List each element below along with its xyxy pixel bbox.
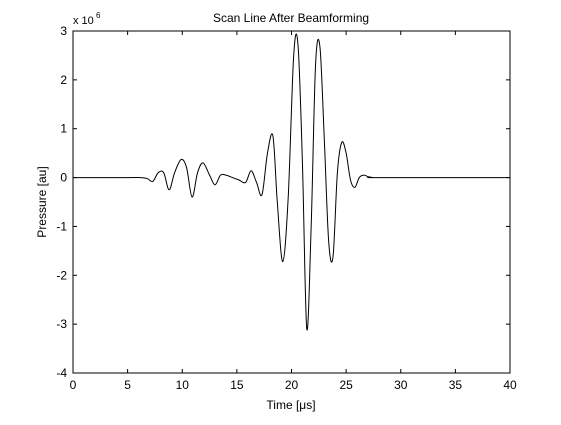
y-axis-multiplier: x 10 (73, 15, 94, 27)
x-tick-label: 10 (176, 378, 190, 392)
y-tick-label: 3 (60, 24, 67, 38)
chart-title: Scan Line After Beamforming (213, 11, 369, 25)
y-axis-ticks: 3 2 1 0 -1 -2 -3 -4 (56, 24, 510, 380)
x-axis-label: Time [μs] (266, 398, 315, 412)
x-tick-label: 0 (70, 378, 77, 392)
series-line (72, 33, 510, 331)
x-tick-label: 15 (230, 378, 244, 392)
y-axis-label: Pressure [au] (35, 166, 49, 237)
x-tick-label: 40 (503, 378, 517, 392)
y-tick-label: -2 (56, 268, 67, 282)
x-tick-label: 35 (449, 378, 463, 392)
y-tick-label: 2 (60, 73, 67, 87)
y-tick-label: 1 (60, 122, 67, 136)
y-axis-multiplier-exponent: 6 (96, 11, 101, 20)
y-tick-label: -1 (56, 219, 67, 233)
x-tick-label: 20 (285, 378, 299, 392)
x-axis-ticks: 0 5 10 15 20 25 30 35 40 (70, 31, 517, 392)
x-tick-label: 30 (394, 378, 408, 392)
x-tick-label: 5 (124, 378, 131, 392)
series-layer (72, 33, 510, 331)
x-tick-label: 25 (339, 378, 353, 392)
y-tick-label: -4 (56, 366, 67, 380)
y-tick-label: 0 (60, 171, 67, 185)
plot-area (72, 30, 511, 374)
y-tick-label: -3 (56, 317, 67, 331)
